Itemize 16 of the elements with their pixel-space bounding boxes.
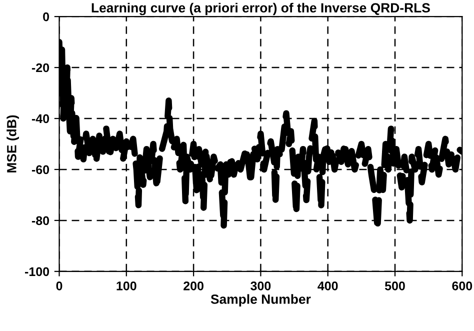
y-axis-title: MSE (dB) [6,115,19,172]
x-tick-label: 400 [318,281,338,290]
y-tick-label: -20 [32,63,50,72]
x-tick-label: 200 [184,281,204,290]
y-tick-label: -80 [32,216,50,226]
x-axis-title: Sample Number [210,294,311,306]
y-tick-label: -40 [32,114,50,124]
x-tick-label: 500 [384,281,405,290]
x-tick-label: 0 [56,281,62,290]
x-tick-label: 100 [116,281,136,290]
x-tick-label: 300 [250,281,271,290]
y-tick-label: -60 [32,165,50,174]
y-tick-label: 0 [43,12,50,22]
x-tick-label: 600 [452,281,472,290]
chart-title: Learning curve (a priori error) of the Inverse QRD-RLS [92,2,430,16]
y-tick-label: -100 [25,267,50,276]
